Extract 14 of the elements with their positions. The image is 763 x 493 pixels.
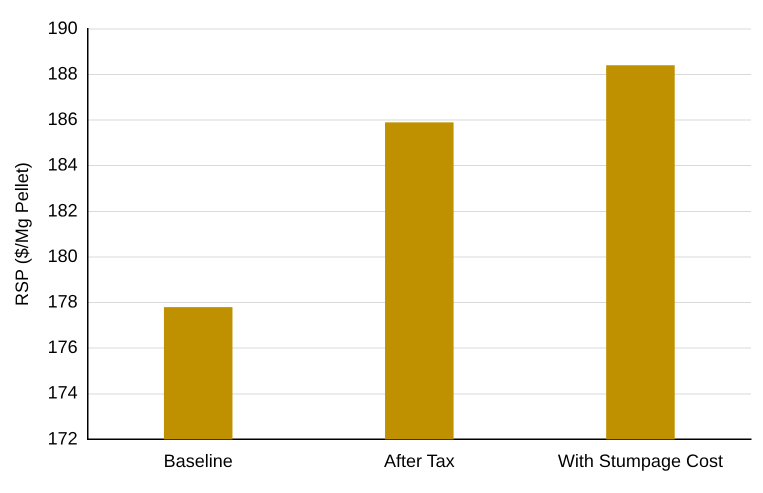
- y-tick-label: 184: [48, 154, 78, 175]
- y-tick-label: 186: [48, 109, 78, 130]
- y-tick-label: 190: [48, 18, 78, 38]
- y-axis-title: RSP ($/Mg Pellet): [12, 162, 32, 306]
- y-tick-label: 180: [48, 246, 78, 266]
- y-tick-label: 182: [48, 200, 78, 220]
- y-tick-label: 178: [48, 292, 78, 312]
- y-tick-label: 176: [48, 337, 78, 358]
- y-tick-label: 172: [48, 428, 78, 448]
- y-tick-label: 174: [48, 382, 78, 403]
- y-tick-label: 188: [48, 63, 78, 84]
- x-tick-label: After Tax: [384, 451, 455, 472]
- x-tick-label: With Stumpage Cost: [558, 451, 723, 472]
- x-tick-label: Baseline: [164, 451, 233, 472]
